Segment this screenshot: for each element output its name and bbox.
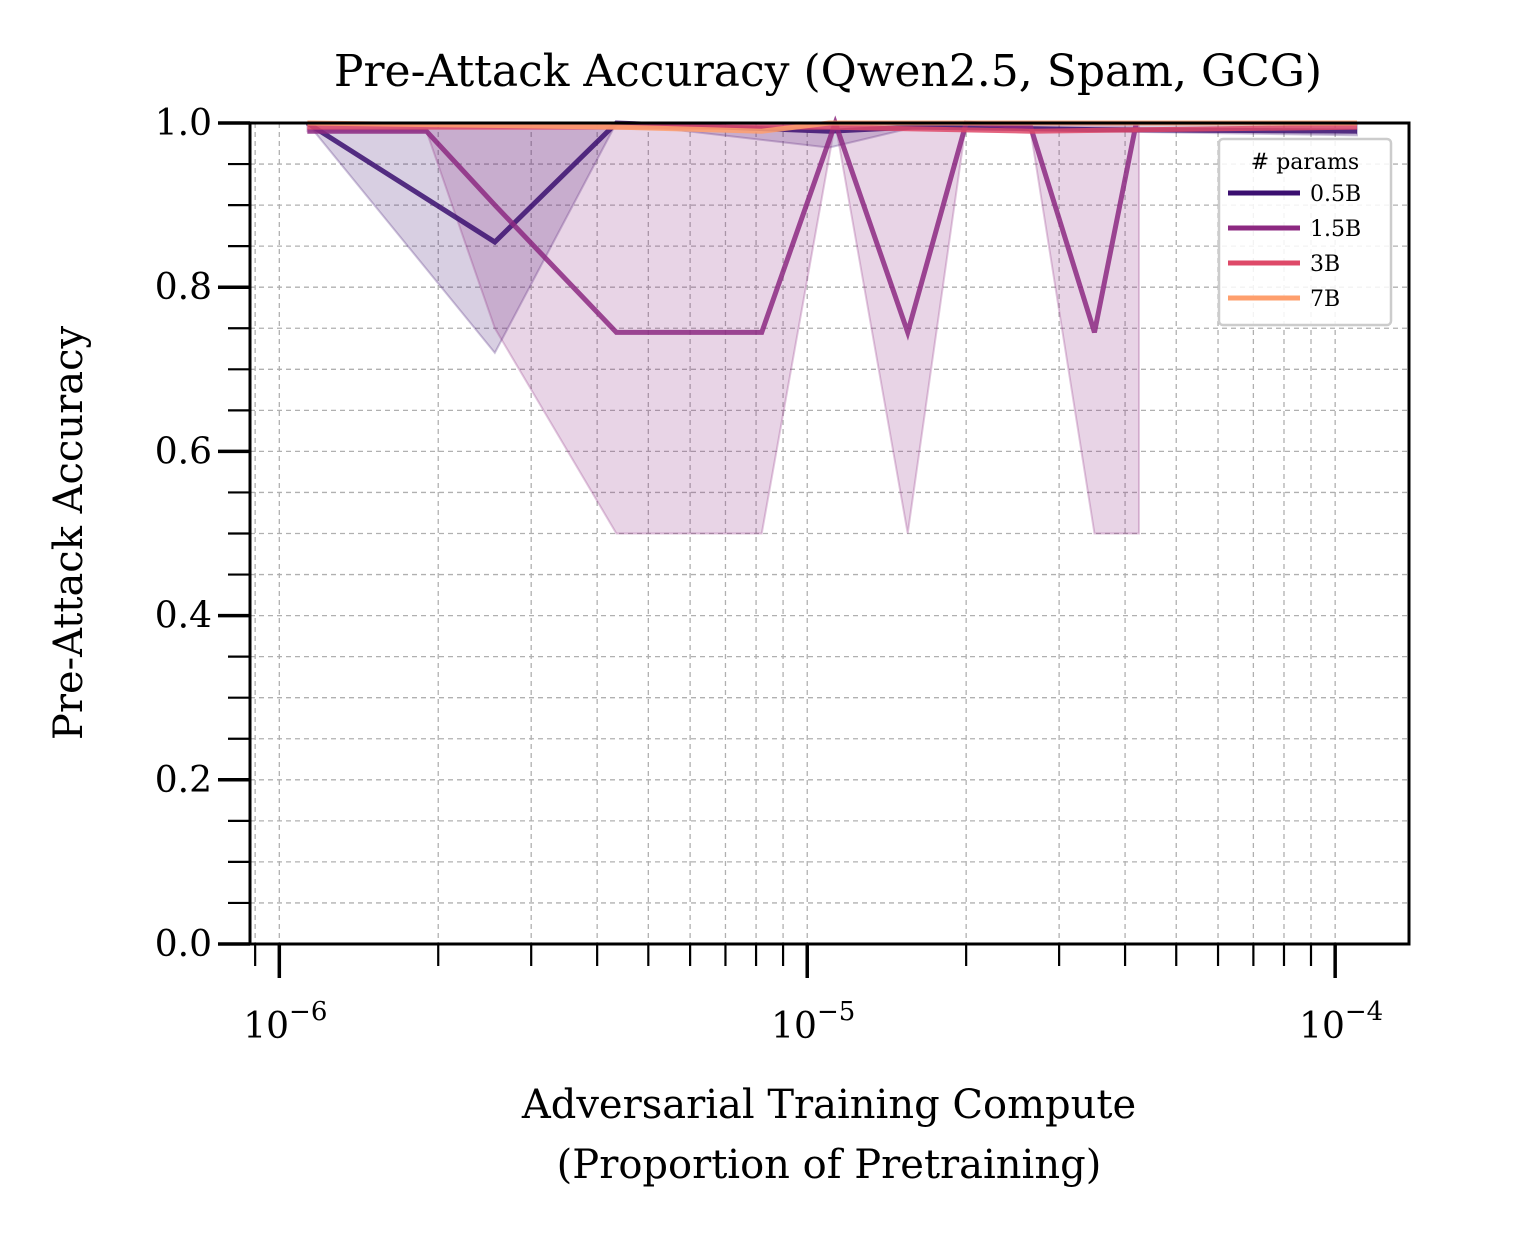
- x-tick-label: 10−4: [1299, 997, 1383, 1047]
- y-tick-label: 0.8: [155, 267, 212, 308]
- y-axis-label: Pre-Attack Accuracy: [46, 326, 92, 741]
- y-tick-label: 0.2: [155, 760, 212, 801]
- axis-ticks: 0.0 0.2 0.4 0.6 0.8 1.0 10−6 10−5 10−4: [155, 103, 1383, 1047]
- x-tick-label: 10−5: [771, 997, 855, 1047]
- x-axis-label-line1: Adversarial Training Compute: [521, 1082, 1136, 1128]
- y-tick-label: 0.4: [155, 596, 212, 637]
- legend: # params 0.5B 1.5B 3B 7B: [1217, 137, 1393, 327]
- legend-label-0.5B: 0.5B: [1310, 182, 1361, 207]
- legend-box: [1217, 137, 1393, 327]
- x-axis-label-line2: (Proportion of Pretraining): [557, 1142, 1102, 1188]
- grid: [250, 123, 1409, 944]
- x-tick-label: 10−6: [243, 997, 327, 1047]
- legend-title: # params: [1251, 150, 1359, 175]
- legend-label-3B: 3B: [1310, 252, 1340, 277]
- y-tick-label: 1.0: [155, 103, 212, 144]
- legend-label-1.5B: 1.5B: [1310, 217, 1361, 242]
- legend-label-7B: 7B: [1310, 287, 1340, 312]
- chart-title: Pre-Attack Accuracy (Qwen2.5, Spam, GCG): [334, 46, 1322, 97]
- y-tick-label: 0.6: [155, 431, 212, 472]
- y-tick-label: 0.0: [155, 924, 212, 965]
- legend-items: 0.5B 1.5B 3B 7B: [1228, 182, 1361, 312]
